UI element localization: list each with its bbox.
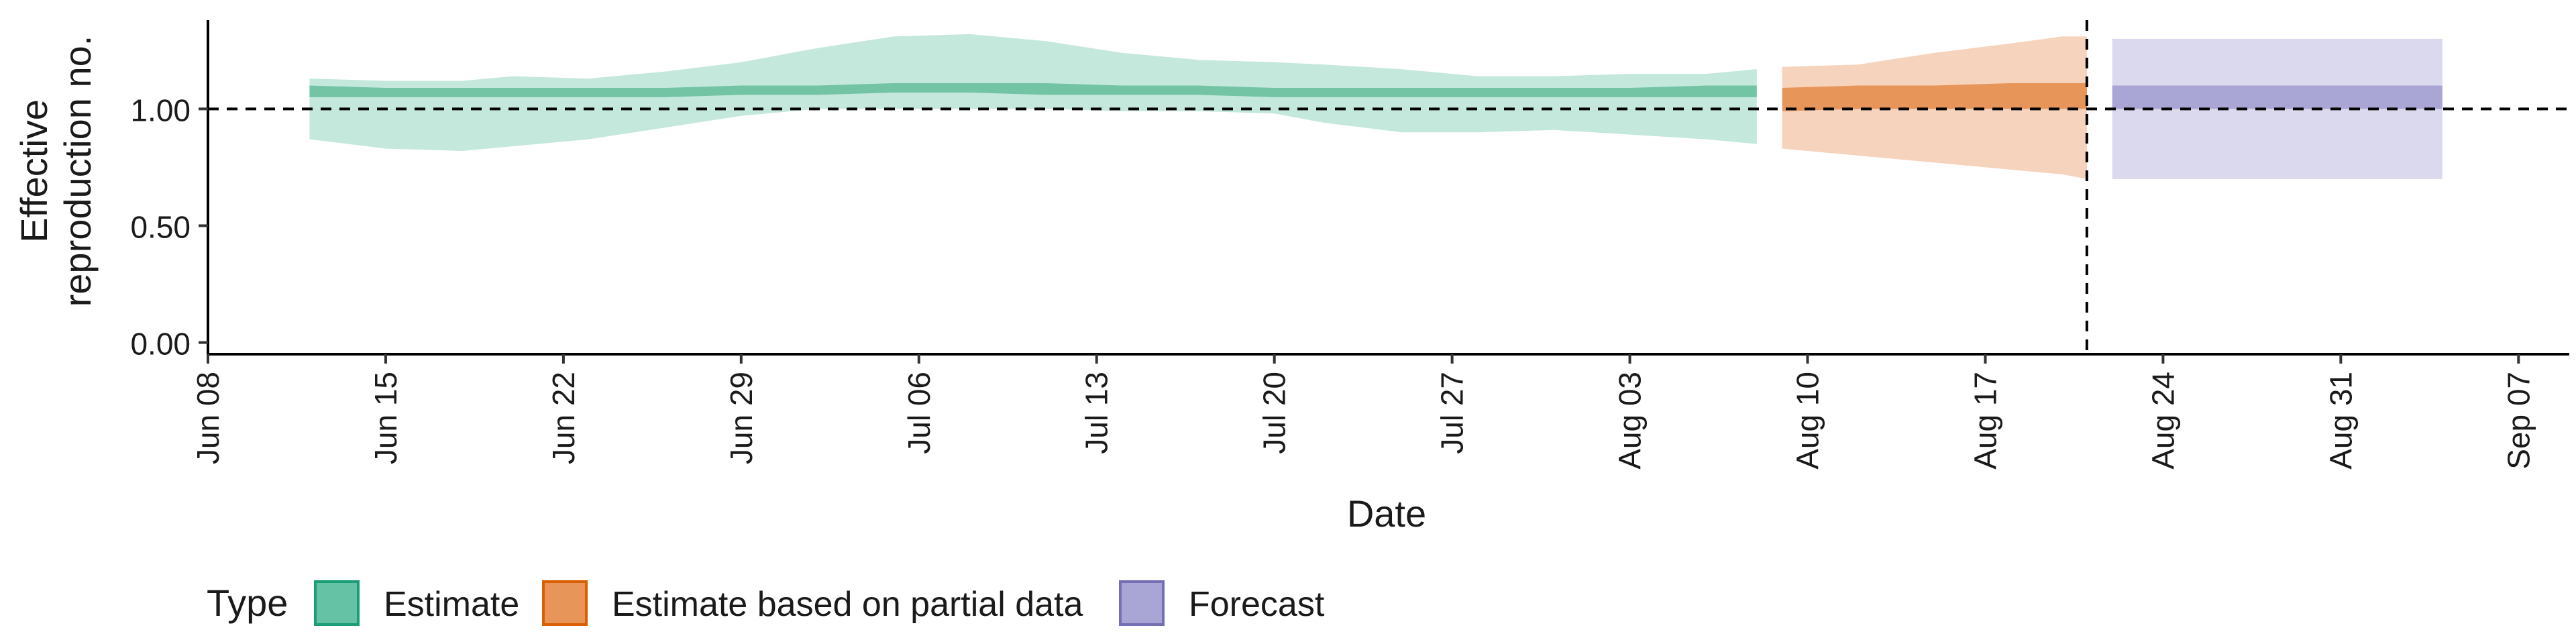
x-tick-label-11: Aug 17: [1968, 372, 2003, 470]
x-tick-label-13: Aug 31: [2323, 372, 2358, 470]
axes: [207, 20, 2569, 356]
x-tick-label-2: Jun 15: [368, 372, 403, 464]
x-tick-label-7: Jul 20: [1257, 372, 1292, 454]
x-tick-label-6: Jul 13: [1079, 372, 1114, 454]
y-axis-ticks: 0.00 0.50 1.00: [130, 93, 208, 362]
x-tick-label-3: Jun 22: [546, 372, 581, 464]
legend-swatch-3: [1119, 580, 1165, 626]
series-1-inner-band: [309, 83, 1757, 97]
x-axis-ticks: Jun 08 Jun 15 Jun 22 Jun 29 Jul 06 Jul 13 Jul …: [191, 354, 2536, 470]
legend-label-3: Forecast: [1189, 585, 1325, 624]
y-axis-title: Effective reproduction no.: [13, 36, 99, 307]
legend: Type Estimate Estimate based on partial d…: [207, 580, 1325, 626]
x-tick-label-4: Jun 29: [724, 372, 759, 464]
y-axis-title-line-1: Effective: [13, 99, 55, 243]
x-tick-label-12: Aug 24: [2145, 372, 2180, 470]
y-axis-title-line-2: reproduction no.: [56, 36, 99, 307]
x-tick-label-5: Jul 06: [902, 372, 936, 454]
x-tick-label-14: Sep 07: [2501, 372, 2536, 470]
uncertainty-bands: [309, 34, 2443, 179]
y-tick-label-1: 0.00: [130, 327, 191, 362]
legend-title: Type: [207, 582, 288, 624]
x-tick-label-1: Jun 08: [191, 372, 225, 464]
series-3-inner-band: [2112, 85, 2443, 109]
legend-item-2: Estimate based on partial data: [542, 580, 1083, 626]
series-2-inner-band: [1782, 83, 2087, 111]
legend-label-2: Estimate based on partial data: [612, 585, 1083, 624]
x-axis-title: Date: [1347, 492, 1426, 535]
legend-item-3: Forecast: [1119, 580, 1325, 626]
y-tick-label-2: 0.50: [130, 209, 191, 244]
x-tick-label-9: Aug 03: [1613, 372, 1648, 470]
y-tick-label-3: 1.00: [130, 93, 191, 127]
legend-swatch-1: [314, 580, 360, 626]
series-1: [309, 34, 1757, 152]
x-tick-label-10: Aug 10: [1790, 372, 1825, 470]
x-tick-label-8: Jul 27: [1435, 372, 1470, 454]
legend-label-1: Estimate: [384, 585, 519, 624]
series-2: [1782, 36, 2087, 179]
legend-swatch-2: [542, 580, 588, 626]
legend-item-1: Estimate: [314, 580, 519, 626]
